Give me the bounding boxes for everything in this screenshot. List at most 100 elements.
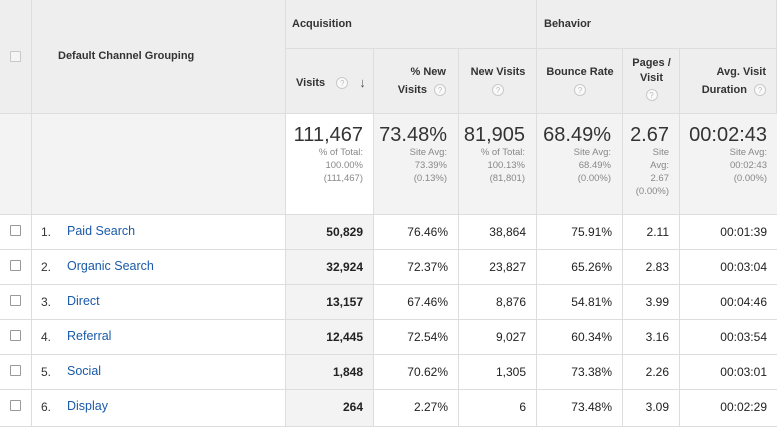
col-pages-visit-header[interactable]: Pages / Visit ? [623, 49, 680, 114]
table-cell-new-visits: 6 [459, 390, 537, 427]
cell-value: 23,827 [489, 260, 526, 274]
table-cell-new-visits: 38,864 [459, 215, 537, 250]
summary-pct-new-visits: 73.48% Site Avg: 73.39% (0.13%) [374, 114, 459, 215]
table-row-dimension-cell: 5. Social [32, 355, 286, 390]
table-cell-bounce: 60.34% [537, 320, 623, 355]
cell-value: 2.11 [646, 225, 669, 239]
channel-link[interactable]: Organic Search [67, 259, 154, 273]
table-cell-bounce: 73.38% [537, 355, 623, 390]
help-icon[interactable]: ? [336, 77, 349, 90]
cell-value: 2.27% [413, 400, 448, 414]
cell-value: 9,027 [495, 330, 526, 344]
summary-note: Site Avg: [573, 147, 611, 158]
row-checkbox[interactable] [10, 400, 21, 411]
cell-value: 38,864 [489, 225, 526, 239]
row-index: 3. [41, 295, 52, 309]
cell-value: 8,876 [495, 295, 526, 309]
col-avg-duration-header[interactable]: Avg. Visit Duration ? [680, 49, 777, 114]
summary-value: 00:02:43 [689, 124, 767, 146]
row-index: 1. [41, 225, 52, 239]
sort-descending-icon[interactable]: ↓ [359, 75, 366, 91]
select-all-checkbox[interactable] [10, 51, 21, 62]
cell-value: 00:04:46 [720, 295, 767, 309]
col-bounce-rate-label: Bounce Rate [546, 66, 614, 78]
cell-value: 50,829 [326, 225, 363, 239]
help-icon[interactable]: ? [645, 89, 658, 102]
channel-link[interactable]: Social [67, 364, 102, 378]
help-icon[interactable]: ? [434, 84, 446, 97]
cell-value: 54.81% [571, 295, 612, 309]
table-cell-bounce: 65.26% [537, 250, 623, 285]
col-duration-label-1: Avg. Visit [716, 66, 766, 78]
summary-visits: 111,467 % of Total: 100.00% (111,467) [286, 114, 374, 215]
table-cell-pct-new: 67.46% [374, 285, 459, 320]
col-pct-new-visits-header[interactable]: % New Visits ? [374, 49, 459, 114]
channel-link[interactable]: Direct [67, 294, 100, 308]
col-visits-header[interactable]: Visits ? ↓ [286, 49, 374, 114]
table-row-dimension-cell: 3. Direct [32, 285, 286, 320]
channel-link[interactable]: Paid Search [67, 224, 136, 238]
summary-value: 81,905 [463, 124, 525, 146]
summary-note: 68.49% [578, 160, 611, 171]
acquisition-group-header: Acquisition [286, 0, 537, 49]
table-row-dimension-cell: 1. Paid Search [32, 215, 286, 250]
channel-link[interactable]: Referral [67, 329, 112, 343]
table-cell-visits: 12,445 [286, 320, 374, 355]
summary-note: (0.00%) [577, 173, 611, 184]
row-index: 6. [41, 400, 52, 414]
summary-note: % of Total: [318, 147, 363, 158]
col-visits-label: Visits [296, 77, 326, 89]
col-pct-new-label-1: % New [410, 66, 446, 78]
col-pages-label-1: Pages / [632, 57, 671, 69]
table-cell-pages: 3.16 [623, 320, 680, 355]
summary-note: (0.00%) [733, 173, 767, 184]
summary-value: 68.49% [543, 124, 611, 146]
table-cell-visits: 50,829 [286, 215, 374, 250]
row-checkbox[interactable] [10, 260, 21, 271]
help-icon[interactable]: ? [754, 84, 766, 97]
table-cell-visits: 32,924 [286, 250, 374, 285]
table-row-check-cell [0, 250, 32, 285]
table-cell-pct-new: 72.37% [374, 250, 459, 285]
dimension-header[interactable]: Default Channel Grouping [32, 0, 286, 114]
table-row-check-cell [0, 320, 32, 355]
table-cell-duration: 00:03:01 [680, 355, 777, 390]
row-index: 2. [41, 260, 52, 274]
summary-note: 2.67 [650, 173, 670, 184]
cell-value: 13,157 [326, 295, 363, 309]
cell-value: 60.34% [571, 330, 612, 344]
summary-note: % of Total: [480, 147, 525, 158]
summary-note: Site Avg: [729, 147, 767, 158]
row-checkbox[interactable] [10, 365, 21, 376]
help-icon[interactable]: ? [492, 84, 504, 97]
row-checkbox[interactable] [10, 225, 21, 236]
cell-value: 264 [342, 400, 363, 414]
cell-value: 00:03:04 [720, 260, 767, 274]
cell-value: 76.46% [407, 225, 448, 239]
cell-value: 6 [519, 400, 526, 414]
behavior-label: Behavior [544, 18, 592, 30]
summary-avg-duration: 00:02:43 Site Avg: 00:02:43 (0.00%) [680, 114, 777, 215]
table-cell-pages: 2.11 [623, 215, 680, 250]
behavior-group-header: Behavior [537, 0, 777, 49]
table-cell-bounce: 73.48% [537, 390, 623, 427]
row-checkbox[interactable] [10, 330, 21, 341]
table-cell-pages: 2.83 [623, 250, 680, 285]
cell-value: 72.37% [407, 260, 448, 274]
cell-value: 00:02:29 [720, 400, 767, 414]
col-bounce-rate-header[interactable]: Bounce Rate ? [537, 49, 623, 114]
table-cell-duration: 00:03:54 [680, 320, 777, 355]
summary-value: 73.48% [379, 124, 447, 146]
cell-value: 1,305 [495, 365, 526, 379]
cell-value: 73.38% [571, 365, 612, 379]
help-icon[interactable]: ? [574, 84, 586, 97]
table-cell-pct-new: 72.54% [374, 320, 459, 355]
table-cell-pages: 2.26 [623, 355, 680, 390]
row-checkbox[interactable] [10, 295, 21, 306]
table-row-dimension-cell: 4. Referral [32, 320, 286, 355]
cell-value: 00:03:54 [720, 330, 767, 344]
col-new-visits-header[interactable]: New Visits ? [459, 49, 537, 114]
channel-link[interactable]: Display [67, 399, 108, 413]
col-duration-label-2: Duration [701, 84, 747, 96]
cell-value: 65.26% [571, 260, 612, 274]
